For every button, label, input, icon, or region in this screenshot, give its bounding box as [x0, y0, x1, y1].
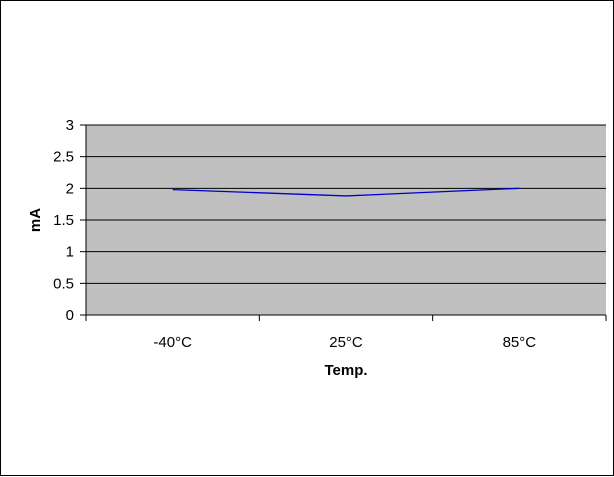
x-tick-label: 25°C	[329, 334, 363, 351]
gridlines	[86, 124, 606, 284]
y-tick-labels: 0 0.5 1 1.5 2 2.5 3	[53, 117, 74, 324]
y-tick-label: 3	[66, 117, 74, 134]
series-line	[172, 187, 520, 197]
series-lines	[172, 187, 520, 197]
y-tick-label: 1	[66, 244, 74, 261]
x-tick-labels: -40°C 25°C 85°C	[153, 334, 536, 351]
x-axis-title: Temp.	[324, 362, 367, 379]
x-tick-label: -40°C	[153, 334, 192, 351]
y-tick-label: 0.5	[53, 275, 74, 292]
y-tick-label: 2.5	[53, 149, 74, 166]
y-tick-label: 2	[66, 180, 74, 197]
axes	[80, 124, 607, 321]
x-tick-label: 85°C	[503, 334, 537, 351]
y-tick-label: 1.5	[53, 212, 74, 229]
y-tick-label: 0	[66, 307, 74, 324]
y-axis-title: mA	[27, 208, 44, 232]
